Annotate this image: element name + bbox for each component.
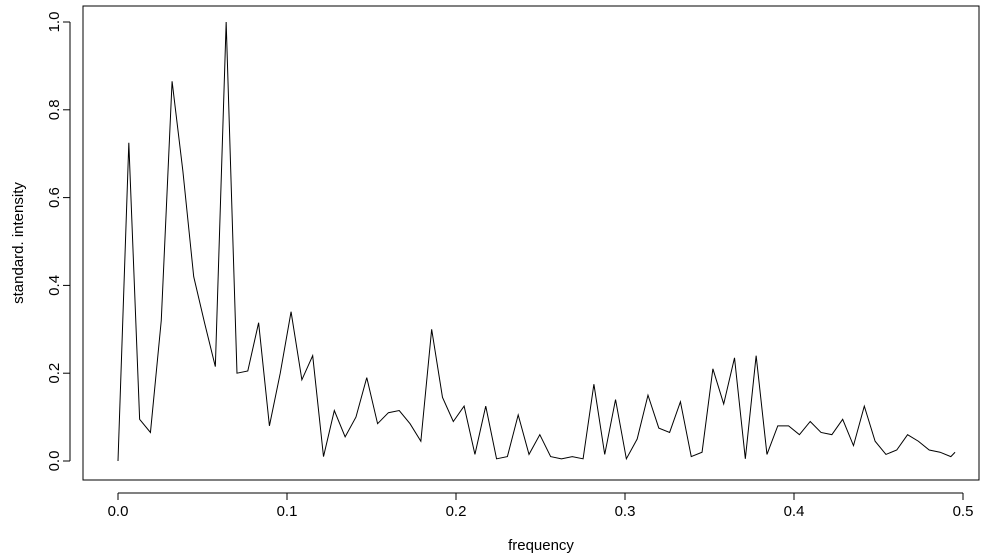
x-axis: 0.0 0.1 0.2 0.3 0.4 0.5 bbox=[108, 492, 974, 520]
y-tick-label: 1.0 bbox=[46, 12, 63, 33]
x-tick-label: 0.4 bbox=[784, 503, 805, 520]
y-axis-title: standard. intensity bbox=[10, 182, 27, 304]
x-tick-label: 0.2 bbox=[446, 503, 467, 520]
y-axis: 0.0 0.2 0.4 0.6 0.8 1.0 bbox=[46, 12, 71, 472]
y-tick-label: 0.4 bbox=[46, 275, 63, 296]
y-tick-label: 0.2 bbox=[46, 363, 63, 384]
x-axis-title: frequency bbox=[508, 537, 574, 554]
y-tick-label: 0.8 bbox=[46, 99, 63, 120]
x-tick-label: 0.3 bbox=[615, 503, 636, 520]
y-tick-label: 0.0 bbox=[46, 451, 63, 472]
x-tick-label: 0.1 bbox=[277, 503, 298, 520]
y-tick-label: 0.6 bbox=[46, 187, 63, 208]
x-tick-label: 0.0 bbox=[108, 503, 129, 520]
plot-frame bbox=[82, 5, 980, 481]
series-line bbox=[117, 21, 956, 462]
x-tick-label: 0.5 bbox=[953, 503, 974, 520]
